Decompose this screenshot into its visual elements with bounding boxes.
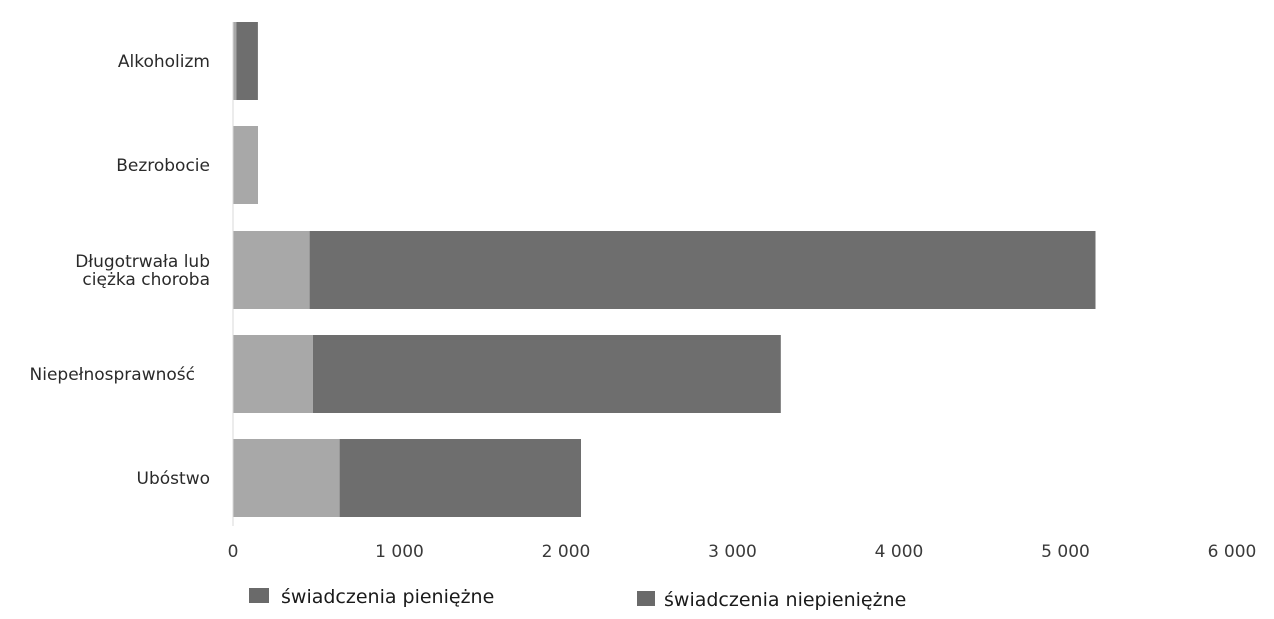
category-labels: Alkoholizm Bezrobocie Długotrwała lubciężk…	[30, 52, 211, 489]
x-tick-label-4000: 4 000	[875, 542, 924, 562]
category-label-bezrobocie: Bezrobocie	[116, 156, 210, 176]
bar-niepelnosprawnosc-pieniezne	[233, 335, 313, 413]
legend-label-niepieniezne: świadczenia niepieniężne	[664, 589, 906, 611]
legend-swatch-niepieniezne	[637, 591, 655, 606]
x-tick-label-5000: 5 000	[1041, 542, 1090, 562]
bar-niepelnosprawnosc-niepieniezne	[312, 335, 781, 413]
bar-ubostwo-niepieniezne	[339, 439, 581, 517]
bar-dlugotrwala-lub-ciezka-choroba-niepieniezne	[309, 231, 1096, 309]
x-axis-tick-labels: 0 1 000 2 000 3 000 4 000 5 000 6 000	[228, 542, 1257, 562]
category-label-ubostwo: Ubóstwo	[137, 469, 210, 489]
bar-bezrobocie-pieniezne	[233, 126, 258, 204]
bars-layer	[233, 22, 1096, 517]
category-label-alkoholizm: Alkoholizm	[118, 52, 210, 72]
category-label-dlugotrwala-lub-ciezka-choroba-line-2: ciężka choroba	[82, 270, 210, 290]
bar-alkoholizm-niepieniezne	[236, 22, 258, 100]
legend-swatch-pieniezne	[249, 588, 269, 603]
x-tick-label-6000: 6 000	[1208, 542, 1257, 562]
x-tick-label-2000: 2 000	[542, 542, 591, 562]
legend: świadczenia pieniężne świadczenia niepie…	[249, 586, 906, 611]
bar-dlugotrwala-lub-ciezka-choroba-pieniezne	[233, 231, 310, 309]
x-tick-label-0: 0	[228, 542, 239, 562]
bar-ubostwo-pieniezne	[233, 439, 340, 517]
x-tick-label-1000: 1 000	[375, 542, 424, 562]
legend-label-pieniezne: świadczenia pieniężne	[281, 586, 494, 608]
category-label-niepelnosprawnosc: Niepełnosprawność	[30, 365, 196, 385]
bar-alkoholizm-pieniezne	[233, 22, 237, 100]
x-tick-label-3000: 3 000	[708, 542, 757, 562]
category-label-dlugotrwala-lub-ciezka-choroba-line-1: Długotrwała lub	[75, 252, 210, 272]
